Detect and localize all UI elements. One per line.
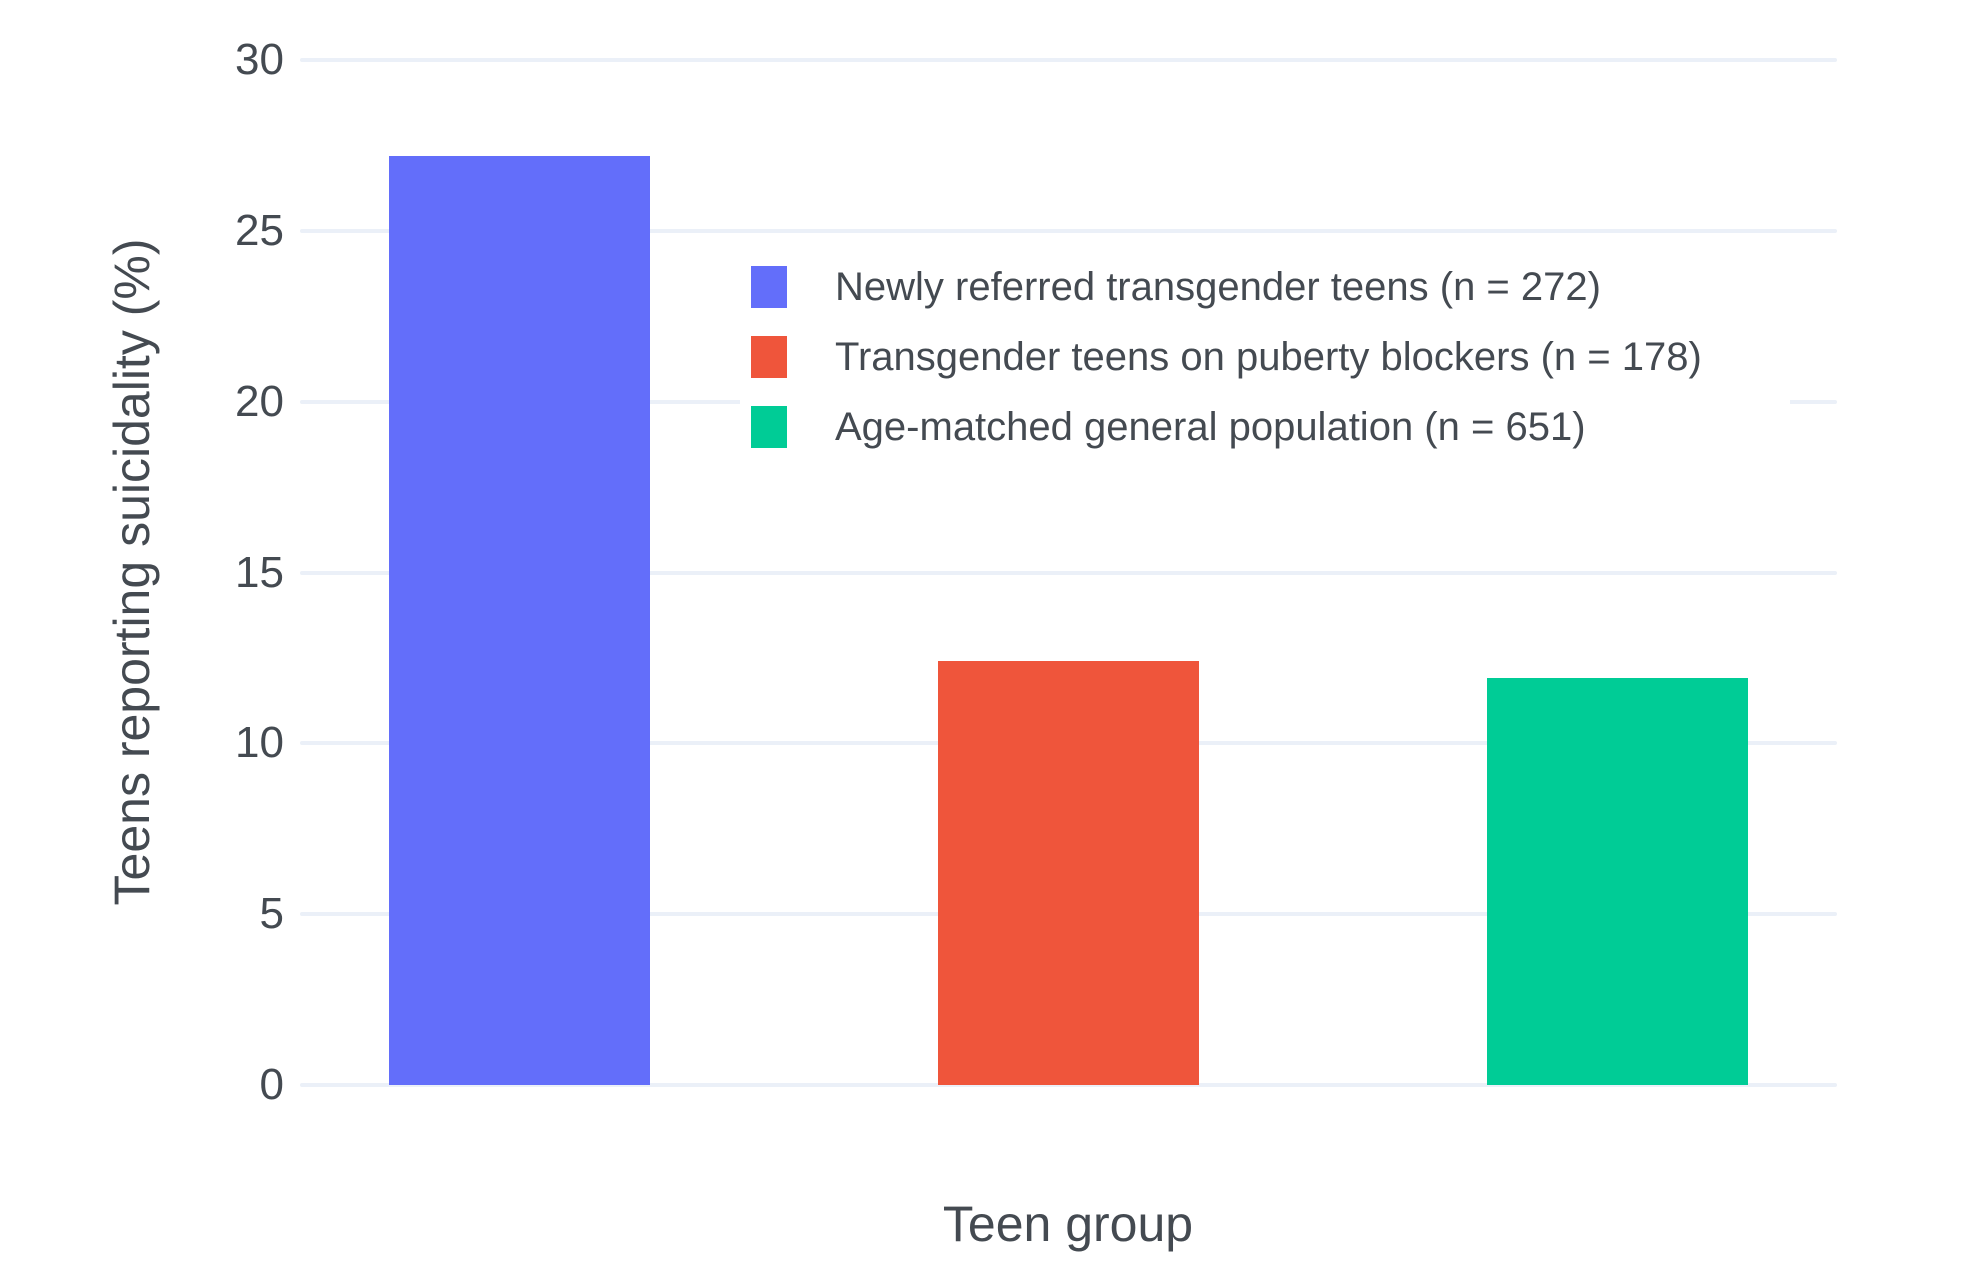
y-tick-label-15: 15 — [235, 547, 284, 597]
legend-item-2[interactable]: Transgender teens on puberty blockers (n… — [751, 322, 1790, 392]
y-tick-label-25: 25 — [235, 205, 284, 255]
gridline-y-30 — [300, 58, 1837, 62]
bar-1[interactable] — [389, 155, 650, 1085]
y-tick-label-0: 0 — [259, 1060, 284, 1109]
legend-swatch-icon — [751, 266, 787, 308]
y-tick-label-5: 5 — [259, 889, 284, 939]
legend-item-label: Newly referred transgender teens (n = 27… — [835, 264, 1601, 309]
plot-area — [300, 58, 1837, 1087]
legend-swatch-icon — [751, 406, 787, 448]
bar-2[interactable] — [938, 661, 1199, 1085]
legend-swatch-icon — [751, 336, 787, 378]
y-axis-title: Teens reporting suicidality (%) — [104, 238, 160, 906]
legend-item-label: Age-matched general population (n = 651) — [835, 404, 1586, 449]
x-axis-title: Teen group — [942, 1196, 1194, 1252]
y-tick-label-10: 10 — [235, 718, 284, 768]
y-tick-label-20: 20 — [235, 376, 284, 426]
legend-item-1[interactable]: Newly referred transgender teens (n = 27… — [751, 252, 1790, 322]
gridline-y-25 — [300, 228, 1837, 233]
legend-item-3[interactable]: Age-matched general population (n = 651) — [751, 392, 1790, 462]
gridline-y-0 — [300, 1083, 1837, 1087]
gridline-y-15 — [300, 570, 1837, 575]
legend-item-label: Transgender teens on puberty blockers (n… — [835, 334, 1702, 379]
bar-3[interactable] — [1487, 678, 1748, 1085]
legend: Newly referred transgender teens (n = 27… — [740, 238, 1790, 472]
y-tick-label-30: 30 — [235, 35, 284, 84]
